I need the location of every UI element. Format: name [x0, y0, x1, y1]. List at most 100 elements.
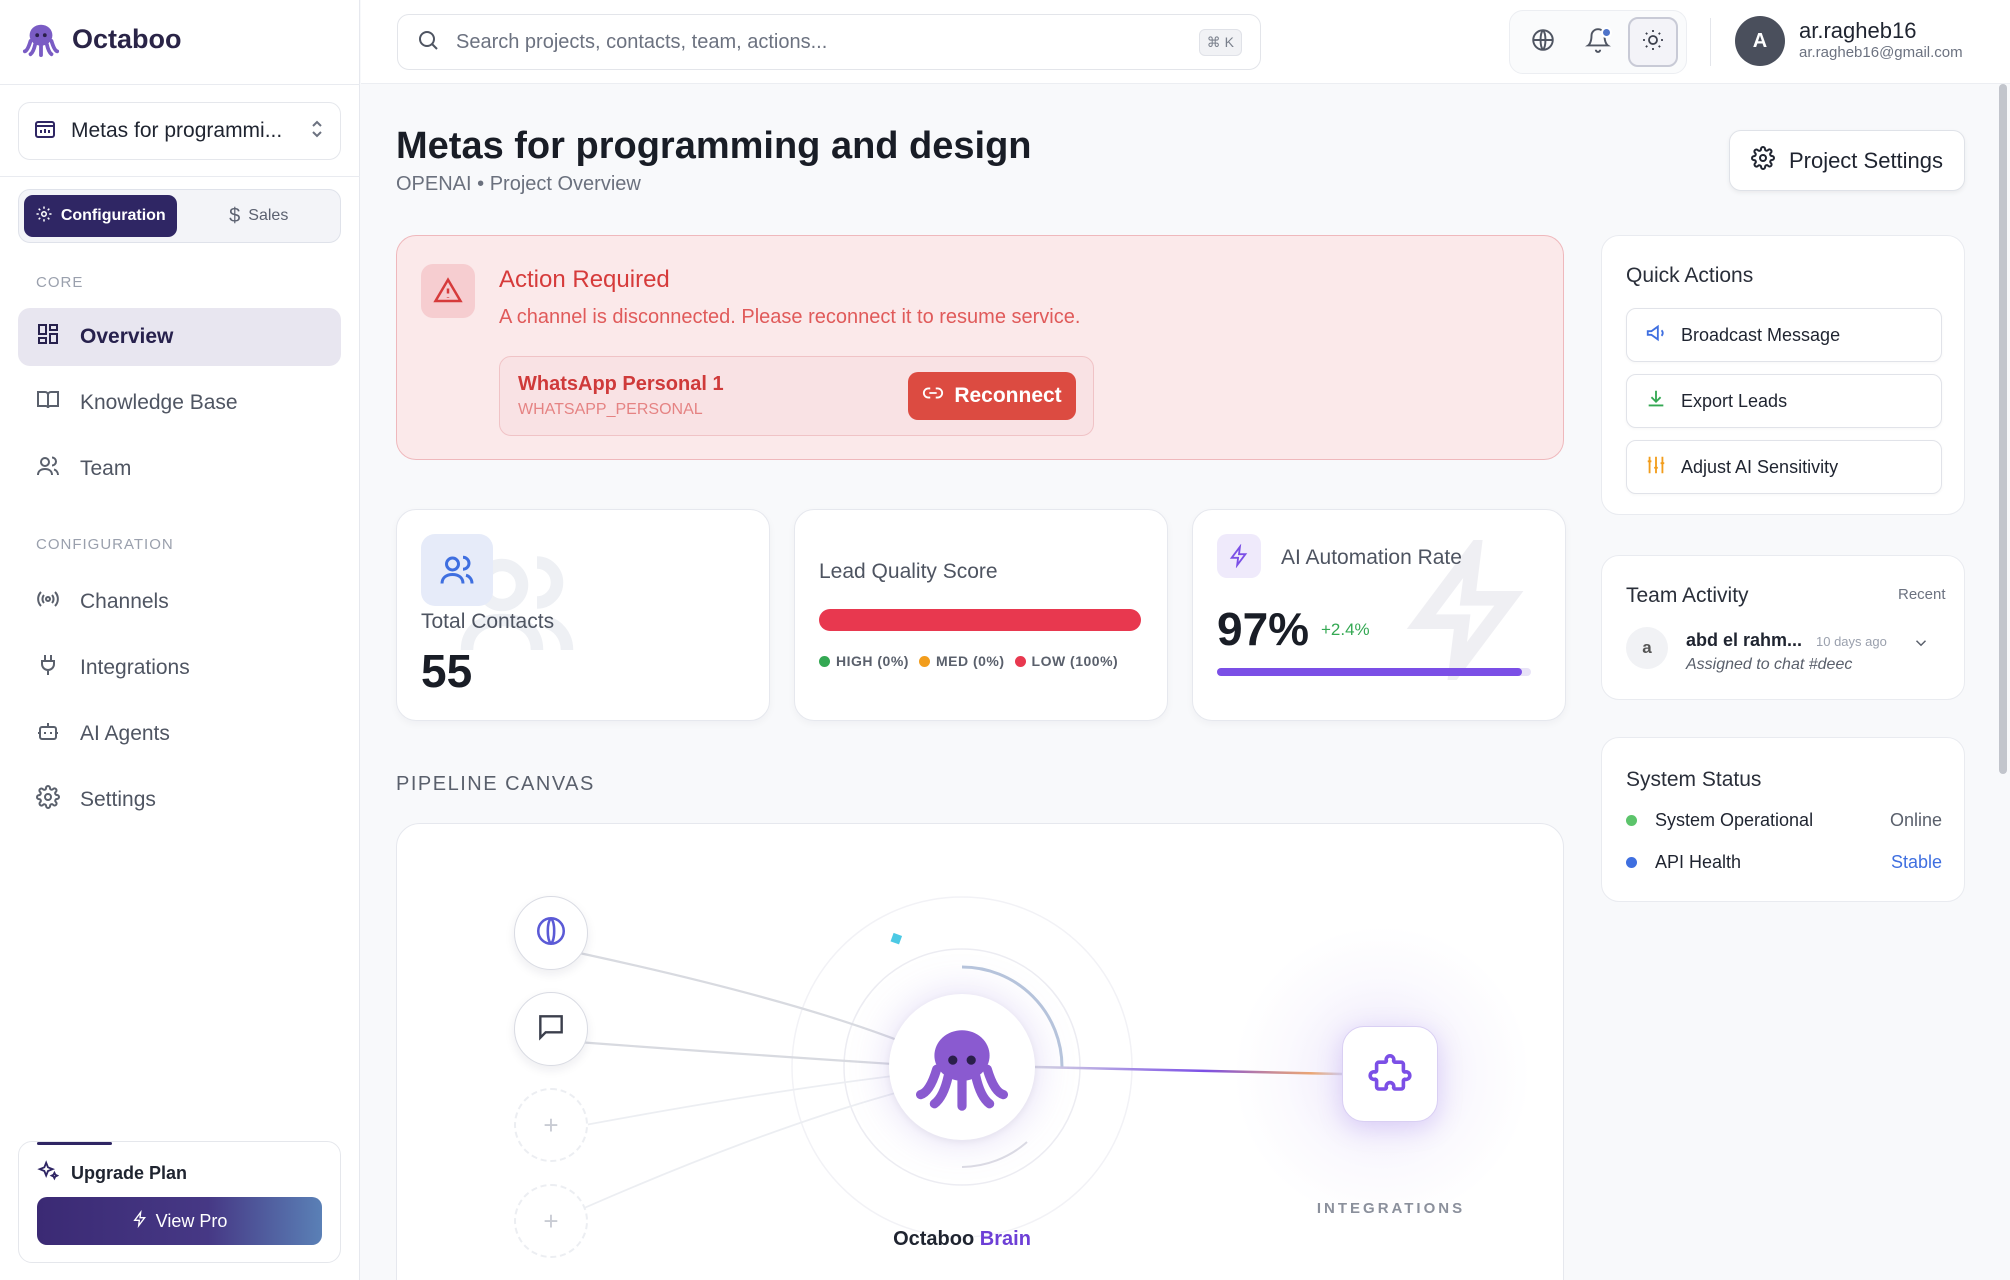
mode-sales-label: Sales — [248, 207, 289, 224]
export-leads-button[interactable]: Export Leads — [1626, 374, 1942, 428]
legend-low: LOW (100%) — [1014, 653, 1119, 669]
user-name[interactable]: ar.ragheb16 — [1799, 18, 1917, 43]
status-dot — [1626, 815, 1637, 826]
project-selector[interactable]: Metas for programmi... — [18, 102, 341, 160]
divider — [0, 84, 360, 85]
sidebar-item-label: Team — [80, 457, 132, 480]
quick-actions-card: Quick Actions Broadcast Message Export L… — [1601, 235, 1965, 515]
integrations-node[interactable] — [1342, 1026, 1438, 1122]
plug-icon — [36, 653, 60, 683]
disconnected-channel-card: WhatsApp Personal 1 WHATSAPP_PERSONAL Re… — [499, 356, 1094, 436]
user-avatar[interactable]: A — [1735, 16, 1785, 66]
ai-automation-progress-fill — [1217, 668, 1522, 676]
ai-automation-label: AI Automation Rate — [1281, 546, 1462, 569]
globe-icon — [1530, 27, 1556, 58]
link-icon — [922, 382, 944, 410]
activity-user: abd el rahm... — [1686, 630, 1803, 650]
sidebar-item-settings[interactable]: Settings — [18, 771, 341, 829]
theme-toggle-button[interactable] — [1627, 17, 1678, 67]
sidebar-item-knowledge-base[interactable]: Knowledge Base — [18, 374, 341, 432]
lightning-icon — [1217, 534, 1261, 578]
quick-actions-title: Quick Actions — [1626, 264, 1754, 287]
sidebar-item-ai-agents[interactable]: AI Agents — [18, 705, 341, 763]
mode-switch: Configuration $ Sales — [18, 189, 341, 243]
sidebar-item-label: Settings — [80, 788, 156, 811]
page-scrollbar[interactable] — [1999, 84, 2007, 774]
pipeline-section-label: PIPELINE CANVAS — [396, 773, 595, 795]
add-channel-node[interactable]: + — [514, 1184, 588, 1258]
megaphone-icon — [1645, 322, 1667, 349]
action-required-alert: Action Required A channel is disconnecte… — [396, 235, 1564, 460]
project-settings-button[interactable]: Project Settings — [1729, 130, 1965, 191]
status-label: API Health — [1655, 852, 1742, 872]
add-channel-node[interactable]: + — [514, 1088, 588, 1162]
chevron-updown-icon — [308, 118, 326, 145]
reconnect-label: Reconnect — [954, 384, 1062, 407]
team-activity-card: Team Activity Recent a abd el rahm... 10… — [1601, 555, 1965, 700]
mode-sales-button[interactable]: $ Sales — [183, 195, 336, 237]
main-content: Metas for programming and design OPENAI … — [361, 85, 2010, 1280]
total-contacts-card: Total Contacts 55 — [396, 509, 770, 721]
brain-label: Octaboo Brain — [887, 1228, 1037, 1251]
page-subtitle: OPENAI • Project Overview — [396, 173, 641, 195]
legend-swatch — [819, 655, 830, 667]
adjust-ai-sensitivity-label: Adjust AI Sensitivity — [1681, 456, 1839, 477]
team-activity-filter[interactable]: Recent — [1898, 586, 1946, 603]
sidebar-item-label: Channels — [80, 590, 169, 613]
notifications-button[interactable] — [1573, 17, 1623, 67]
activity-time: 10 days ago — [1816, 634, 1887, 649]
search-icon — [416, 28, 440, 57]
channel-node-chat[interactable] — [514, 992, 588, 1066]
message-icon — [535, 1011, 567, 1048]
reconnect-button[interactable]: Reconnect — [908, 372, 1076, 420]
divider — [0, 176, 360, 177]
broadcast-message-button[interactable]: Broadcast Message — [1626, 308, 1942, 362]
broadcast-icon — [36, 587, 60, 617]
language-button[interactable] — [1518, 17, 1568, 67]
sidebar-item-label: AI Agents — [80, 722, 170, 745]
brand-name: Octaboo — [72, 23, 182, 54]
sidebar-item-channels[interactable]: Channels — [18, 573, 341, 631]
mode-configuration-label: Configuration — [60, 207, 166, 224]
mode-configuration-button[interactable]: Configuration — [24, 195, 177, 237]
system-status-title: System Status — [1626, 768, 1762, 791]
pipeline-connections — [536, 896, 1343, 1238]
channel-type: WHATSAPP_PERSONAL — [518, 401, 703, 418]
channel-node-web[interactable] — [514, 896, 588, 970]
legend-swatch — [918, 655, 930, 667]
plus-icon: + — [543, 1205, 559, 1236]
upgrade-card: Upgrade Plan View Pro — [18, 1141, 341, 1263]
legend-med: MED (0%) — [918, 653, 1005, 669]
octaboo-brain-node[interactable] — [889, 994, 1035, 1140]
activity-avatar: a — [1626, 627, 1668, 669]
sidebar-item-team[interactable]: Team — [18, 440, 341, 498]
topbar: Search projects, contacts, team, actions… — [361, 0, 2010, 84]
legend-swatch — [1014, 655, 1026, 667]
octopus-logo-icon — [22, 20, 60, 58]
sidebar-item-overview[interactable]: Overview — [18, 308, 341, 366]
view-pro-label: View Pro — [155, 1210, 228, 1231]
sidebar-item-integrations[interactable]: Integrations — [18, 639, 341, 697]
lead-quality-bar — [819, 609, 1141, 631]
upgrade-title: Upgrade Plan — [37, 1160, 187, 1187]
gear-icon — [36, 785, 60, 815]
upgrade-title-label: Upgrade Plan — [71, 1163, 188, 1183]
sparkles-icon — [37, 1160, 60, 1187]
ai-automation-value: 97% — [1217, 603, 1310, 655]
legend-high: HIGH (0%) — [819, 653, 909, 669]
users-icon — [421, 534, 493, 606]
integrations-label: INTEGRATIONS — [1316, 1200, 1466, 1217]
globe-icon — [534, 914, 568, 953]
user-email: ar.ragheb16@gmail.com — [1799, 44, 1963, 61]
view-pro-button[interactable]: View Pro — [37, 1197, 322, 1245]
total-contacts-value: 55 — [421, 645, 473, 697]
channel-name: WhatsApp Personal 1 — [518, 373, 724, 395]
adjust-ai-sensitivity-button[interactable]: Adjust AI Sensitivity — [1626, 440, 1942, 494]
chevron-down-icon[interactable] — [1912, 634, 1930, 657]
search-input[interactable]: Search projects, contacts, team, actions… — [397, 14, 1261, 70]
activity-detail: Assigned to chat #deec — [1686, 656, 1853, 673]
ai-automation-card: AI Automation Rate 97% +2.4% — [1192, 509, 1566, 721]
brand[interactable]: Octaboo — [22, 20, 182, 58]
lead-quality-label: Lead Quality Score — [819, 560, 998, 583]
sidebar: Octaboo Metas for programmi... Configura… — [0, 0, 360, 1280]
